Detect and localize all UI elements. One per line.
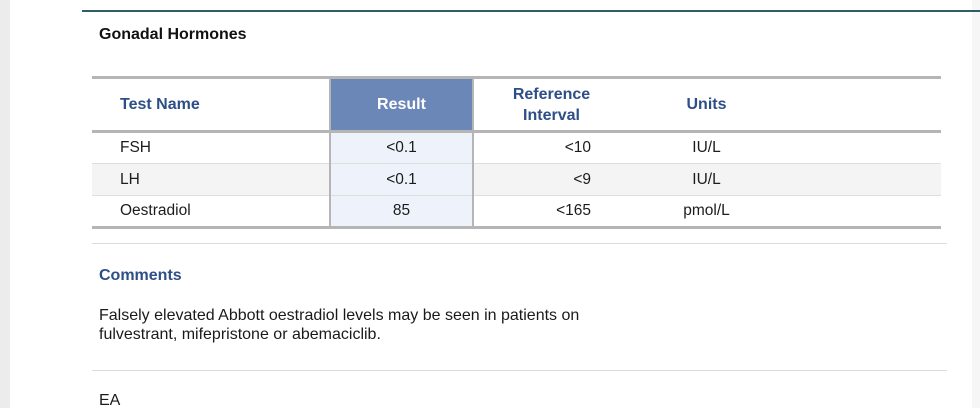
header-reference-line2: Interval — [523, 106, 580, 124]
header-units: Units — [629, 76, 784, 133]
page-left-margin — [0, 0, 10, 408]
results-table: Test Name Result Reference Interval Units… — [92, 76, 941, 229]
spacer-cell — [784, 163, 941, 196]
test-name-cell: Oestradiol — [92, 195, 330, 229]
test-name-cell: LH — [92, 163, 330, 196]
table-row: LH <0.1 <9 IU/L — [92, 163, 941, 196]
units-cell: pmol/L — [629, 195, 784, 229]
divider — [92, 243, 947, 244]
header-reference-line1: Reference — [512, 85, 591, 103]
header-reference-interval: Reference Interval — [473, 76, 629, 133]
test-name-cell: FSH — [92, 131, 330, 164]
comments-heading: Comments — [99, 267, 182, 284]
header-result: Result — [329, 76, 474, 133]
spacer-cell — [784, 131, 941, 164]
units-cell: IU/L — [629, 163, 784, 196]
page-right-margin — [972, 0, 980, 408]
result-cell: 85 — [329, 195, 474, 229]
comments-line: Falsely elevated Abbott oestradiol level… — [99, 307, 580, 324]
spacer-cell — [784, 195, 941, 229]
header-spacer — [784, 76, 941, 133]
result-cell: <0.1 — [329, 131, 474, 164]
table-row: FSH <0.1 <10 IU/L — [92, 131, 941, 164]
divider — [92, 370, 947, 371]
table-header-row: Test Name Result Reference Interval Units — [92, 76, 941, 133]
result-cell: <0.1 — [329, 163, 474, 196]
reference-cell: <9 — [473, 163, 629, 196]
comments-text: Falsely elevated Abbott oestradiol level… — [99, 306, 699, 344]
reference-cell: <10 — [473, 131, 629, 164]
reference-cell: <165 — [473, 195, 629, 229]
section-top-rule — [82, 10, 980, 12]
reporter-initials: EA — [99, 392, 121, 409]
units-cell: IU/L — [629, 131, 784, 164]
comments-line: fulvestrant, mifepristone or abemaciclib… — [99, 326, 381, 343]
header-test-name: Test Name — [92, 76, 330, 133]
section-title: Gonadal Hormones — [99, 26, 247, 43]
table-row: Oestradiol 85 <165 pmol/L — [92, 195, 941, 229]
